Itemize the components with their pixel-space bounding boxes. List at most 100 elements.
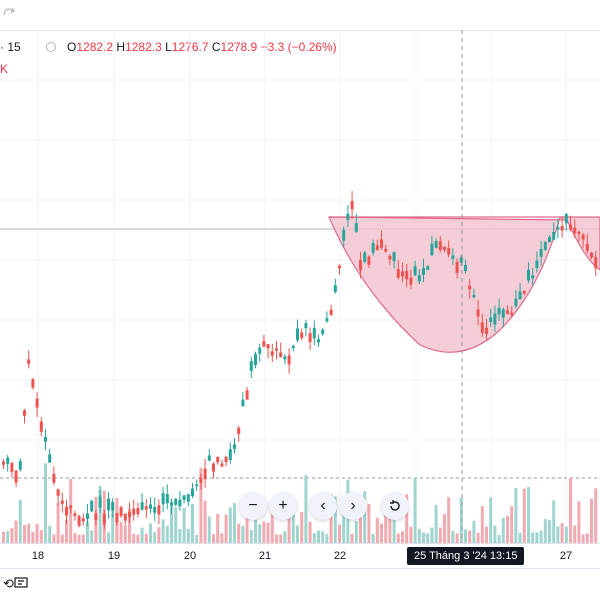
candle-body [86,513,89,519]
volume-bar [451,530,455,543]
candle-body [317,339,320,343]
volume-bar [283,531,287,543]
candle-body [350,200,354,210]
cup-pattern [328,216,600,353]
volume-bar [14,520,18,543]
candle-body [543,242,547,251]
candle-body [69,505,73,509]
zoom-in-button[interactable]: + [269,492,297,520]
volume-bar [136,534,140,543]
candle-body [283,356,287,360]
candle-body [426,266,430,271]
candle-body [312,328,316,339]
candle-body [539,248,543,257]
candle-body [472,294,476,298]
candle-body [182,495,186,500]
volume-bar [128,508,131,543]
candle-body [254,353,257,366]
candle-body [527,269,530,281]
change-value: −3.3 (−0.26%) [260,40,337,54]
volume-bar [195,534,199,543]
candle-body [556,227,560,230]
candle-body [237,427,241,435]
candle-body [178,499,182,507]
candle-body [174,498,178,505]
candles [2,191,598,530]
candle-body [531,275,535,279]
candle-body [396,268,400,278]
volume-bar [170,503,173,543]
reset-button[interactable] [381,492,409,520]
scroll-right-button[interactable]: › [339,492,367,520]
volume-bar [220,533,224,543]
time-tick: 22 [333,550,347,562]
candle-body [434,241,438,248]
candle-body [535,260,539,268]
candle-body [6,457,10,464]
volume-bar [585,533,589,543]
candle-body [594,256,598,269]
candle-body [157,505,161,515]
volume-bar [73,533,77,543]
candle-body [14,470,18,483]
volume-bar [174,507,178,543]
volume-bar [388,508,392,543]
close-label: C [211,40,221,54]
volume-bar [367,503,371,543]
volume-bar [485,526,488,543]
volume-bar [329,494,333,543]
candle-body [27,359,31,364]
candle-body [241,399,245,407]
symbol-interval[interactable]: · 15 [0,40,21,54]
candle-body [94,513,98,520]
volume-bar [548,520,551,543]
volume-bar [426,533,430,543]
replay-icon[interactable] [14,575,30,591]
price-chart[interactable] [0,30,600,543]
zoom-out-button[interactable]: − [239,492,267,520]
volume-bar [455,533,459,543]
candle-body [304,323,308,329]
chart-legend: · 15 O1282.2 H1282.3 L1276.7 C1278.9 −3.… [0,36,600,58]
candle-body [321,329,325,335]
ohlc-values: O1282.2 H1282.3 L1276.7 C1278.9 −3.3 (−0… [67,40,337,54]
volume-bar [35,523,39,543]
volume-bar [258,524,262,543]
volume-bar [312,532,316,543]
candle-body [464,264,467,272]
candle-body [56,489,60,496]
candle-body [60,500,64,504]
volume-bar [380,523,383,543]
candle-body [23,410,26,416]
candle-body [195,484,199,487]
volume-bar [132,533,136,543]
candle-body [501,309,505,318]
volume-bar [338,524,341,543]
candle-body [73,513,77,516]
candle-body [581,234,585,240]
candle-body [384,248,388,252]
redo-icon[interactable] [2,6,16,20]
candle-body [459,257,463,263]
volume-bar [556,526,560,543]
candle-body [371,243,375,253]
volume-bar [430,527,434,543]
volume-bar [161,519,165,543]
volume-bar [98,485,102,543]
volume-bar [254,507,257,543]
volume-bar [60,534,64,543]
candle-body [212,463,215,472]
compare-icon[interactable]: ⟲ [3,576,14,591]
volume-bar [165,526,169,543]
volume-bar [573,525,577,543]
candle-body [216,456,220,463]
indicator-label[interactable]: K [0,62,9,76]
volume-bar [506,516,509,543]
scroll-left-button[interactable]: ‹ [309,492,337,520]
candle-body [493,313,497,325]
candle-body [39,421,43,432]
candle-body [518,291,522,300]
volume-bar [212,534,215,543]
volume-bar [384,505,388,543]
candle-body [569,224,572,230]
